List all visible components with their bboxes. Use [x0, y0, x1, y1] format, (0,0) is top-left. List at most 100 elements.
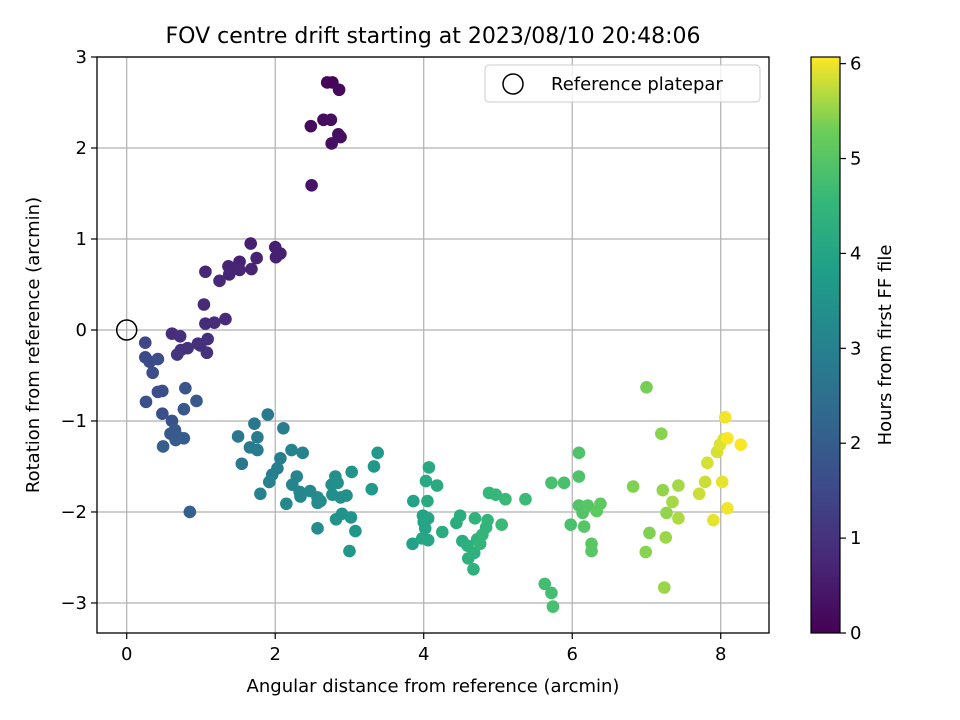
- data-point: [672, 479, 685, 492]
- data-point: [421, 533, 435, 547]
- y-tick-label: 0: [76, 320, 87, 341]
- chart-title: FOV centre drift starting at 2023/08/10 …: [166, 24, 701, 49]
- data-point: [235, 457, 249, 471]
- data-point: [213, 274, 226, 288]
- data-point: [538, 577, 552, 591]
- data-point: [707, 513, 720, 527]
- data-point: [422, 461, 436, 474]
- data-point: [655, 427, 668, 441]
- legend-label: Reference platepar: [551, 74, 723, 95]
- data-point: [658, 581, 671, 594]
- x-tick-label: 0: [121, 644, 132, 665]
- x-tick-label: 6: [566, 644, 577, 665]
- data-point: [343, 544, 356, 558]
- data-point: [294, 490, 307, 503]
- data-point: [421, 512, 435, 525]
- data-point: [345, 465, 358, 479]
- data-point: [365, 482, 379, 496]
- x-tick-label: 4: [418, 644, 429, 665]
- data-point: [151, 352, 165, 366]
- colorbar-tick-label: 2: [850, 433, 861, 454]
- x-tick-label: 2: [269, 644, 280, 665]
- x-axis-ticks: 0 2 4 6 8: [121, 633, 726, 665]
- data-point: [262, 475, 276, 489]
- y-tick-label: −2: [60, 502, 87, 523]
- data-point: [453, 509, 467, 522]
- data-point: [418, 522, 432, 535]
- colorbar-tick-label: 1: [850, 528, 861, 549]
- data-point: [557, 476, 571, 490]
- data-point: [545, 586, 558, 600]
- data-point: [200, 346, 214, 360]
- data-point: [626, 480, 640, 493]
- data-point: [314, 494, 327, 508]
- data-point: [495, 518, 508, 532]
- y-tick-label: 3: [76, 47, 87, 68]
- data-point: [285, 443, 298, 457]
- data-point: [639, 545, 653, 559]
- data-point: [643, 526, 656, 540]
- data-point: [245, 262, 258, 276]
- data-point: [419, 474, 433, 488]
- data-point: [331, 476, 344, 490]
- data-point: [468, 512, 482, 525]
- data-point: [734, 438, 748, 451]
- data-point: [325, 137, 338, 150]
- data-point: [721, 502, 734, 515]
- data-point: [672, 512, 685, 525]
- data-point: [280, 497, 293, 511]
- data-point: [219, 312, 232, 326]
- data-point: [344, 511, 358, 524]
- data-point: [156, 407, 169, 421]
- legend-box: [484, 64, 761, 103]
- data-point: [251, 431, 264, 444]
- y-tick-label: −3: [60, 593, 87, 614]
- data-point: [467, 546, 481, 560]
- data-point: [138, 336, 152, 350]
- data-point: [546, 600, 560, 613]
- data-point: [435, 525, 449, 539]
- data-point: [329, 512, 343, 526]
- colorbar-tick-label: 5: [850, 149, 861, 170]
- data-point: [718, 411, 732, 424]
- data-point: [659, 531, 673, 544]
- data-point: [173, 330, 187, 343]
- data-point: [340, 489, 353, 502]
- plot-frame: [96, 56, 770, 634]
- data-point: [371, 446, 384, 460]
- data-point: [199, 265, 212, 279]
- data-point: [594, 497, 607, 511]
- data-point: [269, 250, 283, 264]
- data-point: [519, 492, 532, 506]
- y-axis-label: Rotation from reference (arcmin): [23, 197, 44, 493]
- data-point: [183, 505, 197, 519]
- data-point: [233, 263, 246, 277]
- data-point: [261, 408, 275, 421]
- data-point: [367, 460, 381, 473]
- y-tick-label: 1: [76, 229, 87, 250]
- reference-marker: [115, 319, 138, 341]
- data-point: [254, 487, 267, 501]
- data-point: [222, 268, 236, 281]
- data-point: [467, 563, 480, 576]
- colorbar-tick-label: 4: [850, 243, 861, 264]
- data-point: [156, 384, 169, 398]
- data-point: [177, 402, 191, 416]
- data-point: [585, 544, 598, 558]
- data-point: [349, 524, 362, 538]
- legend: Reference platepar: [484, 64, 761, 103]
- data-point: [715, 475, 729, 489]
- data-point: [248, 417, 261, 431]
- data-point: [304, 119, 318, 133]
- data-point: [640, 381, 653, 394]
- data-point: [156, 440, 170, 453]
- data-point: [170, 348, 184, 361]
- data-point: [421, 494, 434, 508]
- data-point: [177, 431, 191, 445]
- y-tick-label: 2: [76, 138, 87, 159]
- data-point: [577, 520, 591, 533]
- data-point: [305, 179, 318, 192]
- data-point: [698, 475, 712, 489]
- legend-marker: [502, 73, 524, 95]
- data-point: [572, 446, 586, 460]
